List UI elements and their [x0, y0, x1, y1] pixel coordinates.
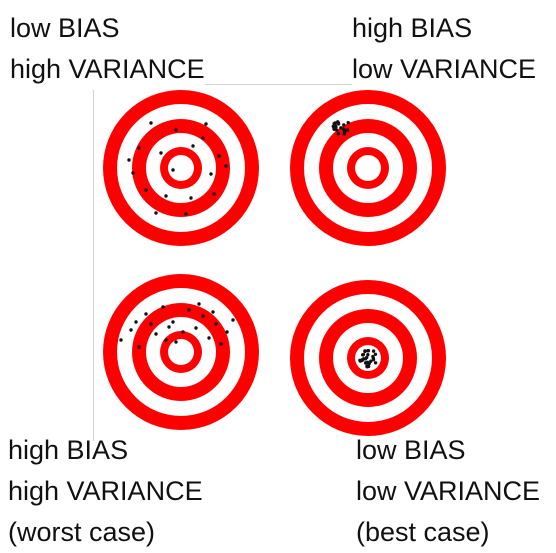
- shot-dot: [358, 358, 362, 362]
- shot-dot: [207, 336, 211, 340]
- shot-dot: [231, 318, 235, 322]
- shot-dot: [373, 361, 378, 365]
- shot-dot: [371, 349, 376, 353]
- shot-dot: [189, 196, 193, 200]
- shot-dot: [333, 122, 337, 127]
- shot-dot: [174, 340, 178, 344]
- shot-dot: [342, 123, 346, 127]
- label-line: high VARIANCE: [8, 476, 203, 506]
- shot-dot: [144, 312, 148, 316]
- shot-dot: [171, 320, 175, 324]
- shot-dot: [149, 322, 153, 326]
- shot-dot: [144, 188, 148, 192]
- shot-dot: [154, 211, 158, 215]
- label-line: low BIAS: [356, 435, 466, 465]
- shot-dot: [342, 130, 347, 135]
- shot-dot: [334, 125, 338, 130]
- shot-dot: [119, 338, 123, 342]
- label-line: high BIAS: [8, 435, 129, 465]
- shot-dot: [219, 342, 223, 346]
- bullseye: [168, 155, 194, 181]
- label-high-bias-high-variance: high BIAS high VARIANCE (worst case): [8, 430, 203, 553]
- shot-dot: [367, 361, 371, 366]
- shot-dot: [364, 355, 369, 360]
- label-line: low VARIANCE: [352, 54, 537, 84]
- shot-dot: [217, 154, 221, 158]
- shot-dot: [167, 325, 171, 329]
- shot-dot: [161, 305, 165, 309]
- shot-dot: [194, 326, 198, 330]
- shot-dot: [361, 353, 365, 357]
- label-line: (worst case): [8, 517, 156, 547]
- shot-dot: [224, 164, 228, 168]
- shot-dot: [154, 332, 158, 336]
- shot-dot: [363, 361, 368, 365]
- shot-dot: [187, 308, 191, 312]
- shot-dot: [335, 128, 339, 132]
- shot-dot: [214, 322, 218, 326]
- shot-dot: [137, 146, 141, 150]
- bullseye: [168, 339, 194, 365]
- shot-dot: [201, 136, 205, 140]
- shot-dot: [164, 194, 168, 198]
- shot-dot: [339, 126, 343, 130]
- shot-dot: [366, 349, 370, 353]
- shot-dot: [184, 212, 188, 216]
- shot-dot: [212, 192, 216, 196]
- shot-dot: [127, 158, 131, 162]
- target-high-bias-low-variance: [290, 90, 446, 246]
- shot-dot: [366, 353, 370, 357]
- shot-dot: [209, 172, 213, 176]
- target-high-bias-high-variance: [103, 274, 259, 430]
- shot-dot: [346, 120, 350, 125]
- label-low-bias-low-variance: low BIAS low VARIANCE (best case): [356, 430, 540, 553]
- shot-dot: [345, 128, 350, 132]
- shot-dot: [197, 302, 201, 306]
- shot-dot: [131, 171, 135, 175]
- shot-dot: [181, 330, 185, 334]
- target-low-bias-high-variance: [103, 90, 259, 246]
- label-line: low VARIANCE: [356, 476, 541, 506]
- shot-dot: [225, 330, 229, 334]
- diagram-frame: [93, 84, 450, 441]
- label-line: low BIAS: [10, 13, 120, 43]
- shot-dot: [204, 122, 208, 126]
- label-line: high VARIANCE: [10, 54, 205, 84]
- shot-dot: [174, 128, 178, 132]
- target-low-bias-low-variance: [290, 280, 446, 436]
- shot-dot: [365, 365, 369, 369]
- bullseye: [355, 155, 381, 181]
- shot-dot: [373, 352, 378, 356]
- shot-dot: [164, 338, 168, 342]
- label-high-bias-low-variance: high BIAS low VARIANCE: [352, 8, 537, 90]
- shot-dot: [149, 121, 153, 125]
- shot-dot: [336, 120, 340, 124]
- label-line: (best case): [356, 517, 490, 547]
- shot-dot: [336, 132, 340, 136]
- shot-dot: [129, 328, 133, 332]
- shot-dot: [171, 168, 175, 172]
- shot-dot: [159, 151, 163, 155]
- shot-dot: [201, 314, 205, 318]
- shot-dot: [211, 310, 215, 314]
- shot-dot: [134, 320, 138, 324]
- label-low-bias-high-variance: low BIAS high VARIANCE: [10, 8, 205, 90]
- shot-dot: [137, 345, 141, 349]
- shot-dot: [363, 349, 367, 353]
- shot-dot: [191, 144, 195, 148]
- shot-dot: [371, 356, 376, 360]
- label-line: high BIAS: [352, 13, 473, 43]
